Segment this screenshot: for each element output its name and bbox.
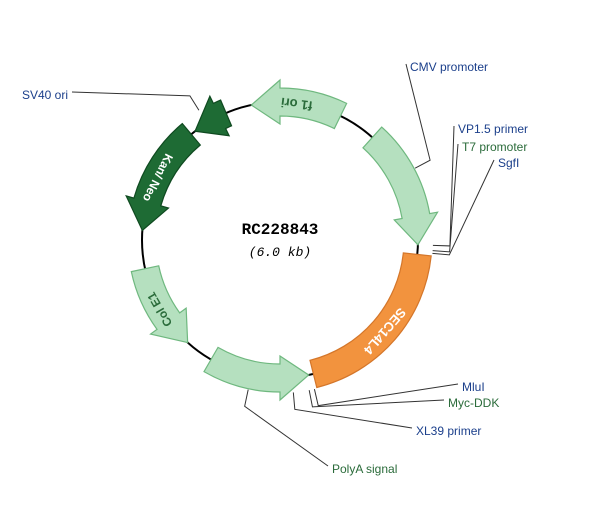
segment-sv40ori_seg <box>195 96 232 136</box>
annotation-leader-sv40ori <box>72 92 199 110</box>
annotation-leader-sgfi <box>432 160 494 255</box>
annotation-label-t7: T7 promoter <box>462 140 527 154</box>
annotation-leader-cmv_prom <box>406 64 430 168</box>
annotation-leader-t7 <box>433 144 458 252</box>
annotation-label-sgfi: SgfI <box>498 156 519 170</box>
annotation-label-mycddk: Myc-DDK <box>448 396 499 410</box>
annotation-label-cmv_prom: CMV promoter <box>410 60 488 74</box>
annotation-label-polya_sig: PolyA signal <box>332 462 397 476</box>
annotation-label-sv40ori: SV40 ori <box>22 88 68 102</box>
annotation-leader-polya_sig <box>245 390 328 466</box>
annotation-label-vp15: VP1.5 primer <box>458 122 528 136</box>
annotation-leader-mlui <box>314 384 458 406</box>
plasmid-size: (6.0 kb) <box>249 245 311 260</box>
segment-sec14l4 <box>310 253 431 388</box>
segment-polya <box>204 347 309 400</box>
plasmid-name: RC228843 <box>242 221 319 239</box>
annotation-leader-vp15 <box>433 126 454 246</box>
annotation-label-mlui: MluI <box>462 380 485 394</box>
annotation-label-xl39: XL39 primer <box>416 424 481 438</box>
